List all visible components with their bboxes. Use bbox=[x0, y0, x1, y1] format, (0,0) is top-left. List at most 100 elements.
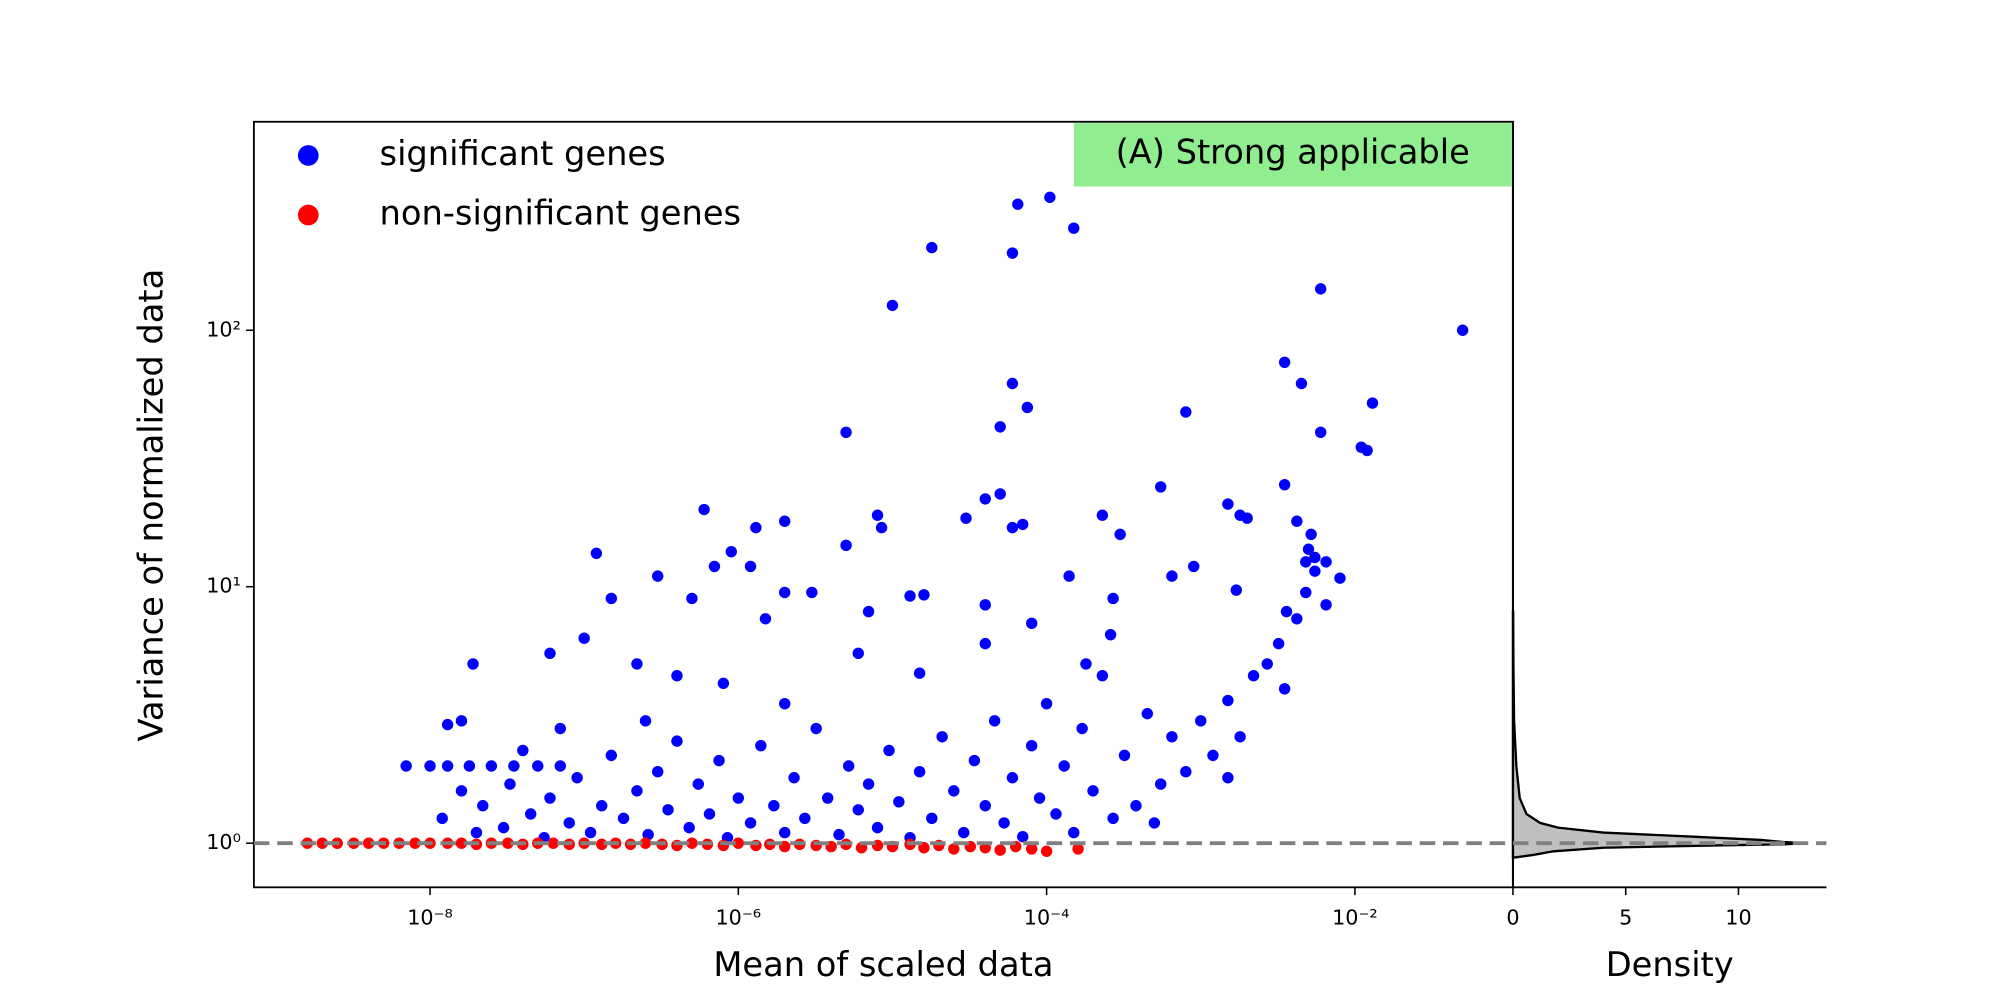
data-point bbox=[1261, 658, 1273, 670]
data-point bbox=[732, 792, 745, 804]
data-point bbox=[1130, 800, 1142, 812]
data-point bbox=[671, 735, 683, 747]
data-point bbox=[1096, 509, 1109, 521]
data-point bbox=[1280, 605, 1293, 618]
data-point bbox=[1063, 570, 1075, 582]
data-point bbox=[1068, 222, 1080, 234]
data-point bbox=[1222, 772, 1234, 784]
data-point bbox=[1021, 401, 1034, 414]
data-point bbox=[904, 590, 916, 602]
data-point bbox=[455, 785, 468, 797]
x-tick-label: 10⁻⁸ bbox=[407, 905, 453, 929]
legend-label: significant genes bbox=[380, 134, 666, 173]
data-point bbox=[840, 426, 852, 439]
data-point bbox=[979, 493, 991, 505]
data-point bbox=[563, 817, 575, 829]
data-point bbox=[1006, 521, 1019, 534]
data-point bbox=[671, 669, 683, 682]
data-point bbox=[1166, 570, 1178, 582]
annotation: (A) Strong applicable bbox=[1116, 133, 1470, 172]
data-point bbox=[1025, 739, 1038, 752]
data-point bbox=[617, 812, 630, 825]
data-point bbox=[799, 812, 811, 825]
data-point bbox=[502, 837, 514, 849]
data-point bbox=[692, 778, 704, 790]
data-point bbox=[913, 766, 926, 778]
data-point bbox=[642, 828, 654, 841]
data-point bbox=[1278, 356, 1291, 368]
data-point bbox=[485, 760, 498, 772]
data-point bbox=[998, 817, 1010, 829]
data-point bbox=[979, 599, 991, 611]
data-point bbox=[1247, 669, 1260, 682]
data-point bbox=[1114, 528, 1126, 541]
data-point bbox=[768, 800, 780, 812]
data-point bbox=[1006, 247, 1019, 259]
data-point bbox=[893, 796, 905, 808]
data-point bbox=[1305, 528, 1317, 541]
data-point bbox=[918, 589, 930, 601]
data-point bbox=[477, 800, 489, 812]
data-point bbox=[508, 760, 520, 772]
legend-marker bbox=[297, 145, 319, 166]
data-point bbox=[504, 778, 516, 790]
x-tick-label: 10⁻⁶ bbox=[716, 905, 762, 929]
data-point bbox=[590, 547, 603, 559]
data-point bbox=[631, 785, 643, 797]
data-point bbox=[584, 826, 597, 839]
data-point bbox=[886, 299, 899, 312]
data-point bbox=[936, 731, 948, 743]
data-point bbox=[806, 586, 818, 599]
data-point bbox=[686, 592, 698, 605]
data-point bbox=[1300, 586, 1312, 599]
data-point bbox=[833, 828, 845, 841]
x-tick-label: 0 bbox=[1506, 905, 1519, 929]
data-point bbox=[948, 785, 960, 797]
legend-label: non-significant genes bbox=[380, 194, 742, 233]
data-point bbox=[639, 715, 652, 727]
data-point bbox=[409, 837, 421, 849]
y-axis-label: Variance of normalized data bbox=[131, 269, 170, 742]
data-point bbox=[605, 749, 618, 762]
data-point bbox=[1006, 772, 1019, 784]
data-point bbox=[708, 560, 721, 573]
data-point bbox=[1096, 669, 1109, 682]
data-point bbox=[1025, 617, 1038, 630]
data-point bbox=[596, 800, 608, 812]
data-point bbox=[948, 843, 960, 855]
data-point bbox=[988, 715, 1001, 727]
data-point bbox=[979, 637, 991, 650]
data-point bbox=[517, 744, 529, 757]
data-point bbox=[1012, 198, 1024, 210]
data-point bbox=[1230, 584, 1242, 596]
data-point bbox=[424, 760, 436, 772]
data-point bbox=[631, 658, 643, 670]
density-axis-label: Density bbox=[1606, 945, 1734, 984]
data-point bbox=[779, 586, 791, 599]
data-point bbox=[744, 560, 757, 573]
data-point bbox=[1044, 191, 1056, 203]
x-tick-label: 10⁻⁴ bbox=[1024, 905, 1070, 929]
data-point bbox=[1155, 481, 1167, 493]
data-point bbox=[1017, 831, 1029, 843]
data-point bbox=[544, 792, 556, 804]
data-point bbox=[1040, 845, 1053, 857]
data-point bbox=[400, 760, 412, 772]
data-point bbox=[994, 844, 1006, 856]
data-point bbox=[1315, 426, 1327, 439]
data-point bbox=[1058, 760, 1070, 772]
data-point bbox=[1180, 766, 1192, 778]
data-point bbox=[1278, 683, 1291, 695]
data-point bbox=[750, 521, 762, 534]
data-point bbox=[1087, 785, 1099, 797]
data-point bbox=[467, 658, 479, 670]
data-point bbox=[703, 808, 716, 820]
data-point bbox=[862, 778, 875, 790]
data-point bbox=[810, 722, 822, 735]
data-point bbox=[1207, 749, 1219, 762]
y-tick-label: 10¹ bbox=[206, 574, 241, 598]
data-point bbox=[470, 826, 483, 839]
data-point bbox=[755, 739, 767, 752]
